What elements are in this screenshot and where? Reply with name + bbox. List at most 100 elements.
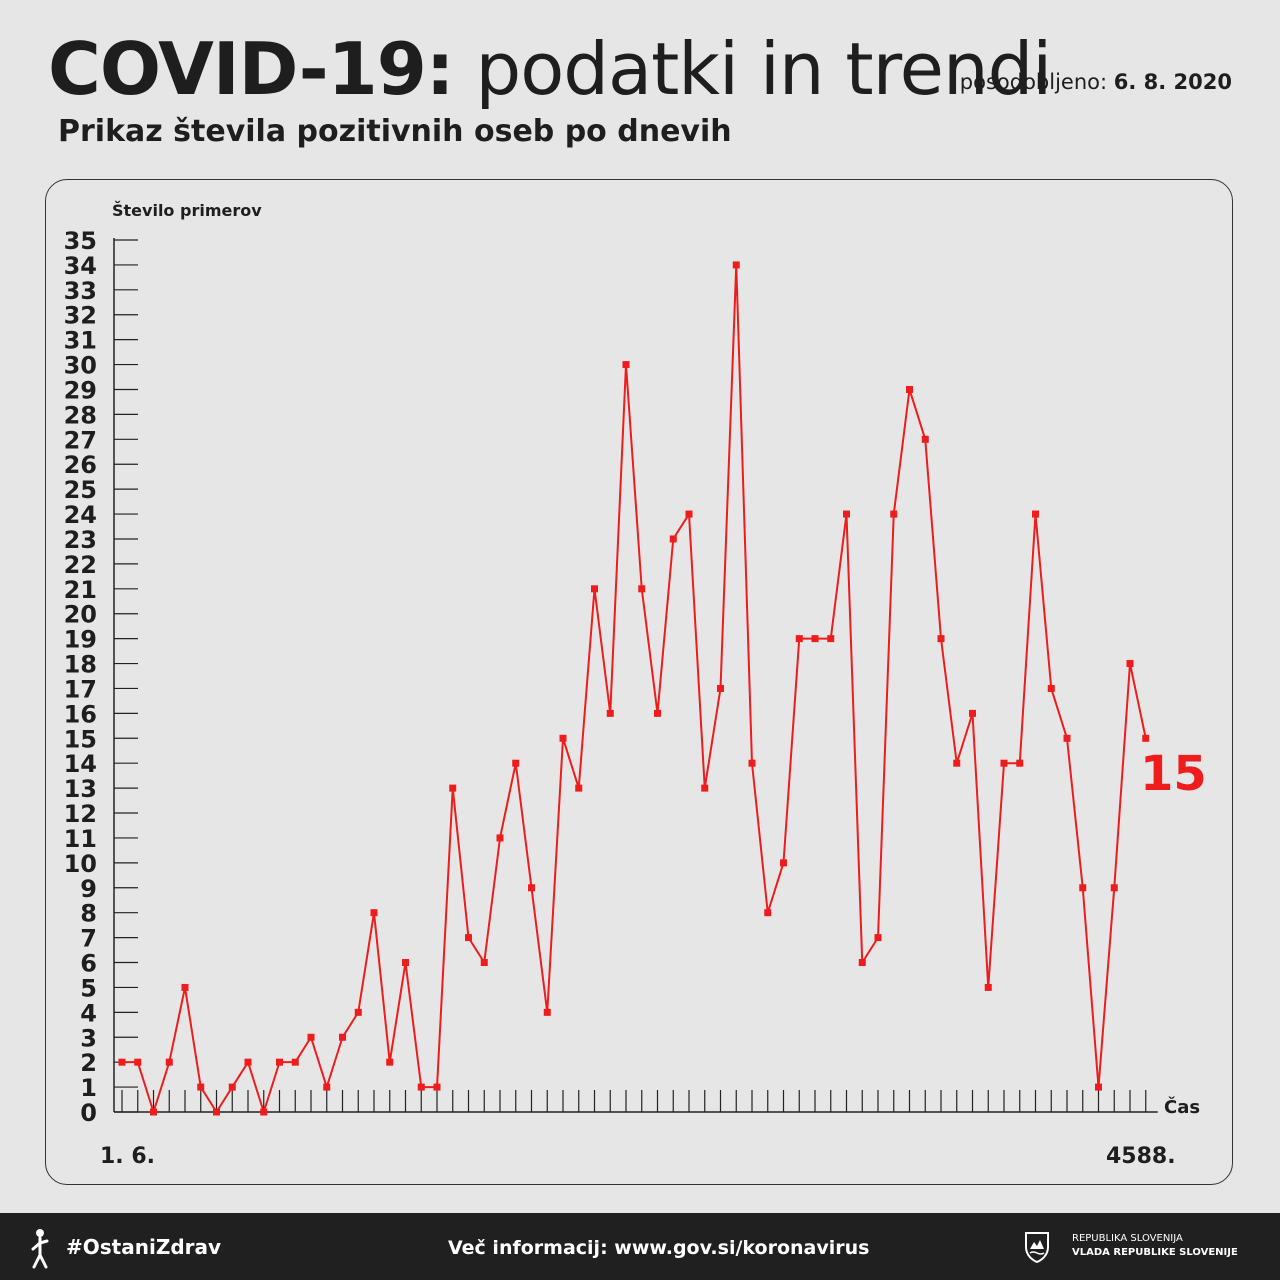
- updated-date: 6. 8. 2020: [1113, 70, 1232, 94]
- y-tick-label: 21: [64, 576, 97, 604]
- y-tick-label: 29: [64, 376, 97, 404]
- y-tick-label: 23: [64, 526, 97, 554]
- data-point: [669, 535, 677, 543]
- y-tick-label: 33: [64, 277, 97, 305]
- data-point: [654, 709, 661, 717]
- coat-of-arms-icon: [1025, 1232, 1049, 1263]
- y-tick-label: 4: [80, 999, 97, 1027]
- y-tick-label: 18: [64, 651, 97, 679]
- data-point: [1032, 510, 1039, 518]
- data-point: [969, 709, 976, 717]
- y-tick-label: 24: [64, 501, 97, 529]
- data-point: [921, 435, 929, 443]
- y-tick-label: 19: [64, 626, 97, 654]
- data-point: [701, 784, 709, 792]
- y-tick-label: 20: [64, 601, 97, 629]
- data-point: [591, 585, 598, 593]
- data-point: [622, 361, 630, 369]
- y-tick-label: 8: [80, 900, 97, 928]
- data-point: [307, 1033, 315, 1041]
- y-tick-label: 17: [64, 675, 97, 703]
- data-point: [260, 1108, 268, 1116]
- y-tick-label: 0: [80, 1099, 97, 1127]
- y-tick-label: 22: [64, 551, 97, 579]
- y-tick-label: 31: [64, 327, 97, 355]
- data-point: [150, 1108, 157, 1116]
- y-tick-label: 1: [80, 1074, 97, 1102]
- data-point: [890, 510, 898, 518]
- data-point: [197, 1083, 205, 1091]
- y-tick-label: 13: [64, 775, 97, 803]
- data-point: [181, 983, 189, 991]
- y-tick-label: 9: [80, 875, 97, 903]
- data-point: [449, 784, 457, 792]
- y-axis-label: Število primerov: [112, 201, 262, 220]
- y-tick-label: 35: [64, 227, 97, 255]
- y-tick-label: 6: [80, 950, 97, 978]
- data-point: [1079, 884, 1087, 892]
- x-axis-label: Čas: [1164, 1096, 1200, 1118]
- y-tick-label: 14: [64, 750, 97, 778]
- data-point: [213, 1108, 220, 1116]
- y-tick-label: 16: [64, 700, 97, 728]
- page-subtitle: Prikaz števila pozitivnih oseb po dnevih: [58, 114, 732, 149]
- more-info-link[interactable]: Več informacij: www.gov.si/koronavirus: [448, 1237, 870, 1259]
- data-point: [906, 385, 913, 393]
- data-point: [937, 635, 945, 643]
- data-point: [1126, 660, 1134, 668]
- data-point: [433, 1083, 441, 1091]
- title-rest: podatki in trendi: [453, 27, 1052, 111]
- title-bold: COVID-19:: [48, 27, 455, 111]
- data-point: [1063, 734, 1071, 742]
- last-value-label: 15: [1140, 746, 1207, 802]
- data-point: [575, 784, 583, 792]
- data-point: [244, 1058, 252, 1066]
- data-point: [480, 959, 488, 967]
- data-point: [370, 909, 378, 917]
- data-point: [732, 261, 740, 269]
- y-tick-label: 12: [64, 800, 97, 828]
- y-tick-label: 5: [80, 974, 97, 1002]
- y-tick-label: 26: [64, 451, 97, 479]
- data-point: [685, 510, 693, 518]
- data-point: [559, 734, 567, 742]
- x-start-label: 1. 6.: [100, 1144, 155, 1169]
- data-point: [496, 834, 504, 842]
- updated-info: posodobljeno: 6. 8. 2020: [960, 70, 1232, 94]
- data-point: [1110, 884, 1118, 892]
- data-point: [1142, 734, 1150, 742]
- person-figure-icon: [31, 1229, 49, 1269]
- x-end-label: 4588.: [1106, 1144, 1176, 1169]
- data-point: [465, 934, 472, 942]
- data-point: [417, 1083, 425, 1091]
- data-point: [1095, 1083, 1102, 1091]
- data-point: [276, 1058, 283, 1066]
- page-title: COVID-19: podatki in trendi: [48, 24, 1052, 114]
- data-point: [827, 635, 835, 643]
- gov-line-2: VLADA REPUBLIKE SLOVENIJE: [1072, 1247, 1238, 1258]
- y-tick-label: 30: [64, 352, 97, 380]
- footer-bar: #OstaniZdrav Več informacij: www.gov.si/…: [0, 1213, 1280, 1280]
- data-point: [134, 1058, 142, 1066]
- y-tick-label: 32: [64, 302, 97, 330]
- data-point: [953, 759, 961, 767]
- data-point: [512, 759, 520, 767]
- data-point: [1000, 759, 1008, 767]
- data-point: [228, 1083, 236, 1091]
- y-tick-label: 28: [64, 401, 97, 429]
- data-point: [638, 585, 646, 593]
- data-point: [291, 1058, 299, 1066]
- data-point: [543, 1008, 551, 1016]
- y-tick-label: 2: [80, 1049, 97, 1077]
- y-tick-label: 3: [80, 1024, 97, 1052]
- data-point: [528, 884, 535, 892]
- y-tick-label: 34: [64, 252, 97, 280]
- data-point: [843, 510, 850, 518]
- chart-panel: [45, 179, 1233, 1185]
- data-point: [354, 1008, 362, 1016]
- data-point: [165, 1058, 173, 1066]
- data-point: [1016, 759, 1024, 767]
- hashtag: #OstaniZdrav: [66, 1235, 222, 1259]
- data-point: [386, 1058, 394, 1066]
- data-point: [811, 635, 819, 643]
